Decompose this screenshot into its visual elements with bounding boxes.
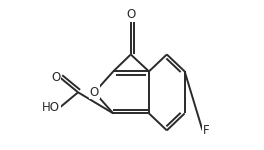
Text: HO: HO xyxy=(42,101,60,114)
Text: O: O xyxy=(51,71,60,84)
Text: F: F xyxy=(202,124,209,137)
Text: O: O xyxy=(90,86,99,99)
Text: O: O xyxy=(126,8,135,21)
